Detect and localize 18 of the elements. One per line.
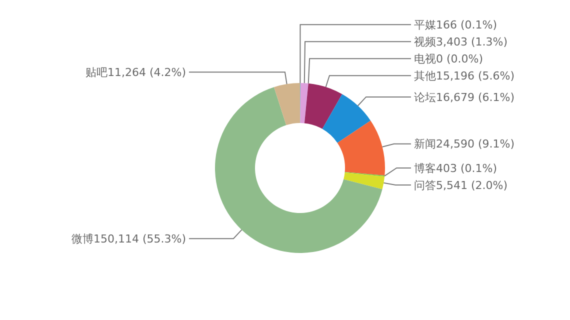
donut-slice (215, 87, 382, 253)
donut-slice (274, 83, 300, 126)
donut-slice (344, 172, 385, 176)
slice-label: 新闻24,590 (9.1%) (414, 138, 515, 151)
slice-label: 博客403 (0.1%) (414, 162, 498, 175)
slice-label: 微博150,114 (55.3%) (71, 232, 186, 246)
donut-slice (300, 83, 308, 124)
slice-label: 其他15,196 (5.6%) (414, 69, 515, 82)
slice-label: 贴吧11,264 (4.2%) (85, 66, 186, 80)
donut-slice (344, 172, 385, 190)
donut-slice (322, 94, 371, 143)
slice-label: 平媒166 (0.1%) (414, 18, 498, 32)
donut-slice (337, 120, 385, 176)
donut-slice (304, 83, 342, 129)
slice-label: 论坛16,679 (6.1%) (414, 90, 515, 104)
slice-label: 问答5,541 (2.0%) (414, 178, 508, 192)
slice-label: 视频3,403 (1.3%) (414, 35, 508, 48)
category-label: 电视0 (0.0%) (414, 52, 484, 66)
